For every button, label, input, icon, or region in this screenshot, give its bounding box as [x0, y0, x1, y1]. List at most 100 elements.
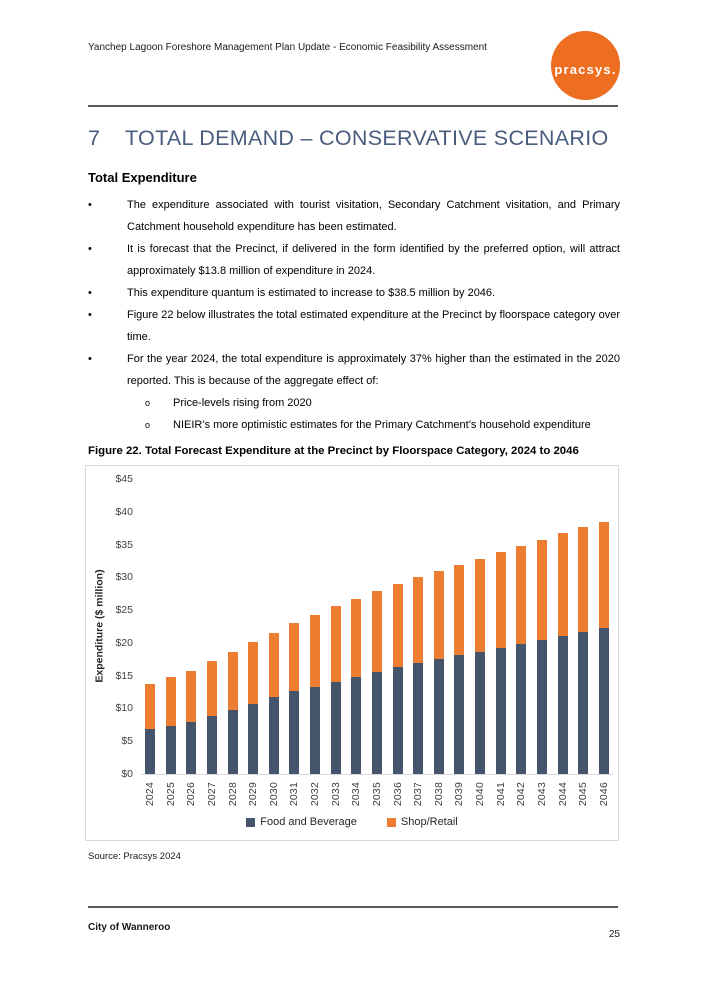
section-heading: 7 TOTAL DEMAND – CONSERVATIVE SCENARIO: [88, 126, 609, 151]
y-tick-label: $30: [115, 571, 133, 584]
bar-2025: [165, 479, 177, 774]
bar-stack: [598, 479, 609, 774]
bullet-item: • This expenditure quantum is estimated t…: [88, 282, 620, 304]
bar-stack: [330, 479, 341, 774]
bar-segment-food-and-beverage: [557, 635, 568, 774]
x-tick-label: 2042: [515, 782, 528, 807]
legend-item: Shop/Retail: [386, 816, 458, 828]
bar-2026: [185, 479, 197, 774]
y-tick-label: $15: [115, 669, 133, 682]
y-tick-label: $45: [115, 473, 133, 485]
x-tick-label: 2029: [247, 782, 260, 807]
bar-segment-shop-retail: [248, 642, 259, 704]
subsection-heading: Total Expenditure: [88, 170, 197, 185]
x-tick-label: 2043: [535, 782, 548, 807]
x-tick: 2029: [247, 778, 259, 806]
bar-stack: [310, 479, 320, 774]
bar-2044: [557, 479, 569, 774]
y-tick-label: $25: [115, 604, 133, 617]
bar-2036: [392, 479, 404, 774]
x-tick: 2043: [536, 778, 548, 806]
bar-2041: [495, 479, 507, 774]
bar-stack: [433, 479, 444, 774]
bullet-text: The expenditure associated with tourist …: [127, 199, 620, 233]
legend-swatch: [386, 817, 396, 827]
bar-segment-shop-retail: [392, 583, 403, 668]
x-tick-label: 2037: [412, 782, 425, 807]
legend-label: Food and Beverage: [260, 816, 357, 828]
x-tick-label: 2026: [185, 782, 198, 807]
bar-segment-shop-retail: [413, 577, 424, 664]
bullet-marker: •: [88, 199, 92, 211]
bar-stack: [268, 479, 279, 774]
x-tick: 2031: [288, 778, 300, 806]
bar-2039: [453, 479, 465, 774]
bar-2029: [247, 479, 259, 774]
x-tick-label: 2030: [267, 782, 280, 807]
figure-caption: Figure 22. Total Forecast Expenditure at…: [88, 445, 579, 457]
bar-2038: [433, 479, 445, 774]
x-tick: 2046: [598, 778, 610, 806]
x-tick-label: 2044: [556, 782, 569, 807]
bar-stack: [351, 479, 362, 774]
bar-segment-food-and-beverage: [310, 686, 320, 774]
bar-stack: [413, 479, 424, 774]
bullet-marker: •: [88, 287, 92, 299]
x-tick: 2026: [185, 778, 197, 806]
bar-stack: [248, 479, 259, 774]
bar-stack: [578, 479, 589, 774]
document-header-title: Yanchep Lagoon Foreshore Management Plan…: [88, 42, 487, 53]
sub-bullet-item: o Price-levels rising from 2020: [88, 392, 620, 414]
x-tick-label: 2036: [391, 782, 404, 807]
x-tick: 2036: [392, 778, 404, 806]
bar-segment-shop-retail: [206, 661, 217, 717]
pracsys-logo: pracsys.: [551, 31, 620, 100]
bar-stack: [145, 479, 155, 774]
x-tick: 2037: [412, 778, 424, 806]
x-tick-label: 2041: [494, 782, 507, 807]
x-tick: 2032: [309, 778, 321, 806]
bar-segment-shop-retail: [516, 545, 527, 645]
bullet-item: • Figure 22 below illustrates the total e…: [88, 304, 620, 348]
section-title: TOTAL DEMAND – CONSERVATIVE SCENARIO: [125, 126, 609, 150]
x-tick-label: 2046: [597, 782, 610, 807]
bar-segment-shop-retail: [433, 570, 444, 660]
bar-segment-food-and-beverage: [268, 697, 279, 774]
bar-2030: [268, 479, 280, 774]
bar-2034: [350, 479, 362, 774]
bar-stack: [371, 479, 382, 774]
sub-indent: [88, 392, 145, 414]
bullet-marker: •: [88, 309, 92, 321]
bar-segment-food-and-beverage: [392, 667, 403, 774]
x-tick: 2027: [206, 778, 218, 806]
sub-bullet-marker: o: [145, 420, 151, 430]
x-tick: 2042: [515, 778, 527, 806]
bar-stack: [516, 479, 527, 774]
x-tick: 2028: [227, 778, 239, 806]
bar-segment-shop-retail: [268, 633, 279, 698]
bar-2027: [206, 479, 218, 774]
bar-segment-shop-retail: [371, 591, 382, 672]
bar-segment-shop-retail: [578, 526, 589, 633]
x-tick-label: 2025: [164, 782, 177, 807]
x-axis-labels: 2024 2025 2026 2027 2028 2029 2030 2031 2032 2033…: [141, 778, 613, 806]
x-tick: 2038: [433, 778, 445, 806]
bar-stack: [289, 479, 300, 774]
bar-stack: [186, 479, 197, 774]
bar-segment-food-and-beverage: [413, 663, 424, 774]
bar-segment-food-and-beverage: [165, 725, 176, 774]
bar-segment-shop-retail: [145, 683, 155, 729]
bar-segment-shop-retail: [536, 539, 547, 641]
bar-segment-food-and-beverage: [454, 655, 465, 774]
bar-stack: [165, 479, 176, 774]
x-tick-label: 2045: [577, 782, 590, 807]
chart-legend: Food and Beverage Shop/Retail: [86, 816, 618, 828]
x-tick-label: 2028: [226, 782, 239, 807]
bar-stack: [227, 479, 238, 774]
x-tick: 2045: [577, 778, 589, 806]
bar-segment-food-and-beverage: [330, 681, 341, 774]
bar-2024: [144, 479, 156, 774]
bullet-text: For the year 2024, the total expenditure…: [127, 353, 620, 387]
sub-bullet-text: Price-levels rising from 2020: [173, 397, 312, 409]
y-tick-label: $35: [115, 538, 133, 551]
